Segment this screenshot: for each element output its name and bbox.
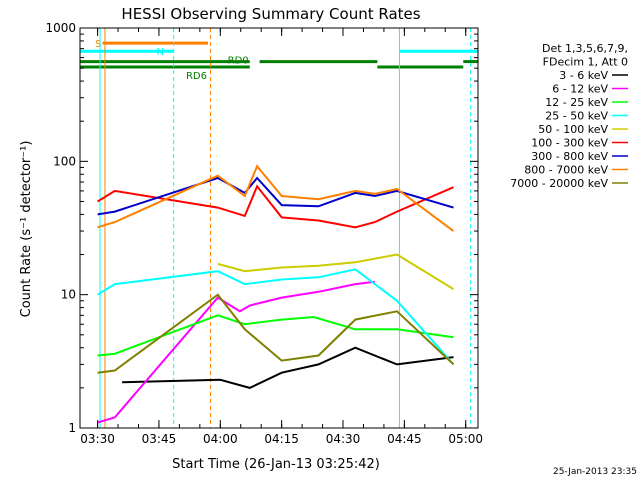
x-axis-label: Start Time (26-Jan-13 03:25:42) [172,457,380,472]
x-tick-label: 03:45 [142,432,177,446]
series-line-5 [97,184,454,229]
legend-label: 50 - 100 keV [538,123,608,136]
flag-n-label: N [156,47,163,58]
x-tick-label: 04:00 [203,432,238,446]
x-tick-label: 04:30 [326,432,361,446]
series-line-4 [217,253,455,290]
flag-rd0-label: RD0 [228,56,249,67]
flag-rd6-label: RD6 [186,71,207,82]
x-tick-label: 05:00 [448,432,483,446]
series-line-6 [97,176,454,216]
x-tick-label: 03:30 [80,432,115,446]
legend-label: 100 - 300 keV [531,137,608,150]
legend-label: 6 - 12 keV [552,83,608,96]
timestamp: 25-Jan-2013 23:35 [553,467,637,477]
legend-label: 800 - 7000 keV [524,164,608,177]
x-tick-label: 04:45 [387,432,422,446]
legend-header-line: FDecim 1, Att 0 [543,56,628,69]
y-tick-label: 10 [61,288,76,302]
legend-label: 12 - 25 keV [545,96,608,109]
plot-frame [79,27,479,429]
legend-header-line: Det 1,3,5,6,7,9, [542,42,628,55]
legend-label: 300 - 800 keV [531,150,608,163]
series-line-2 [97,314,454,357]
legend-label: 7000 - 20000 keV [510,177,608,190]
series-line-7 [97,164,455,232]
y-tick-label: 1 [68,421,76,435]
x-tick-label: 04:15 [264,432,299,446]
flag-s-label: S [95,39,101,50]
y-axis-label: Count Rate (s⁻¹ detector⁻¹) [19,141,34,318]
y-tick-label: 100 [53,154,76,168]
chart-title: HESSI Observing Summary Count Rates [121,5,420,23]
series-line-8 [97,293,455,374]
series-line-1 [97,280,376,424]
series-line-3 [97,268,455,366]
y-tick-label: 1000 [45,21,76,35]
series-line-0 [122,346,454,389]
legend-label: 3 - 6 keV [559,69,608,82]
legend-label: 25 - 50 keV [545,110,608,123]
